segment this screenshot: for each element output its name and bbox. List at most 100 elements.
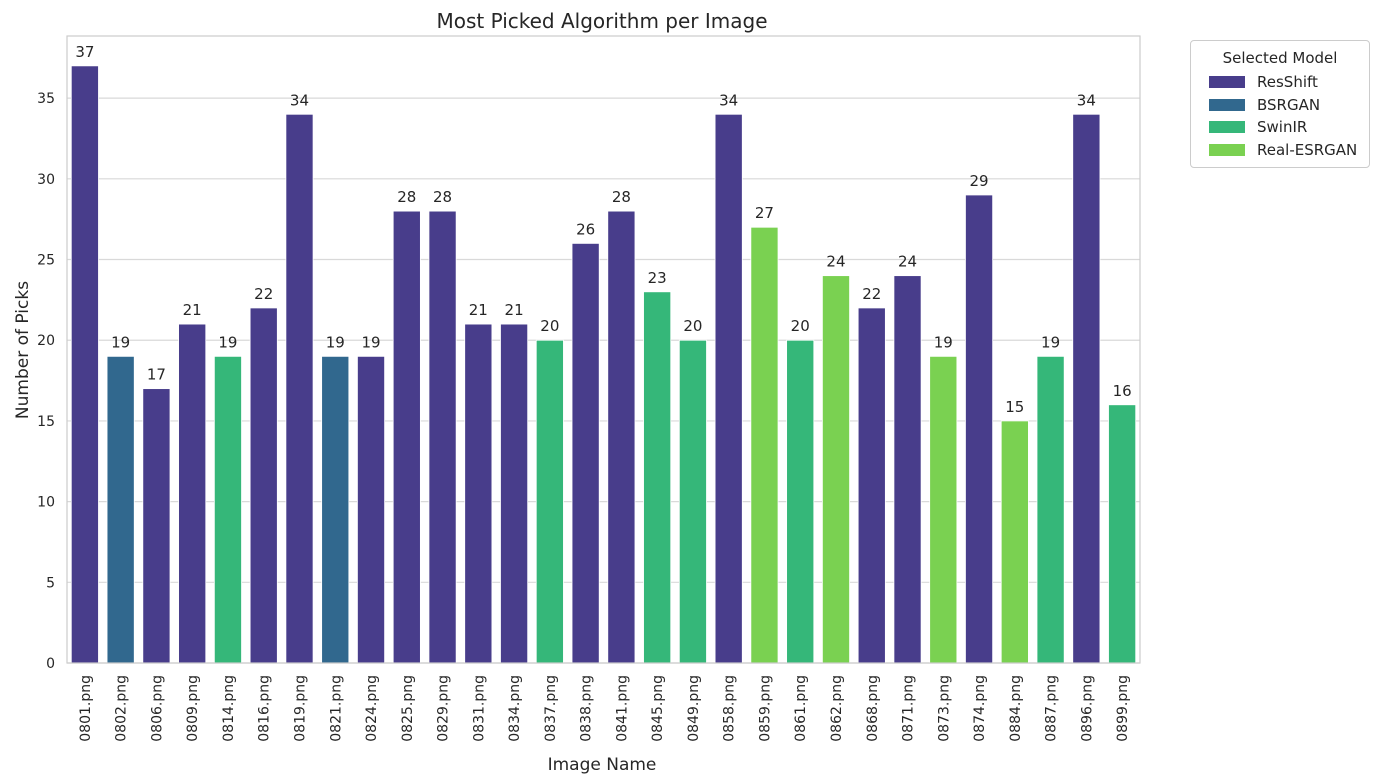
x-tick-label: 0871.png xyxy=(901,675,917,742)
data-labels: 37 19 17 21 19 22 34 19 19 28 28 21 21 20 26 28 23 20 34 27… xyxy=(75,43,1131,416)
bar xyxy=(786,339,815,664)
x-tick-label: 0801.png xyxy=(78,675,94,742)
data-label: 34 xyxy=(719,91,738,109)
legend-swatch xyxy=(1209,121,1245,134)
y-tick-label: 5 xyxy=(46,575,55,591)
x-tick-label: 0884.png xyxy=(1008,675,1024,742)
x-tick-label: 0825.png xyxy=(400,675,416,742)
legend-label: ResShift xyxy=(1257,73,1318,92)
x-tick-label: 0887.png xyxy=(1044,675,1060,742)
legend-label: SwinIR xyxy=(1257,118,1308,137)
x-tick-label: 0829.png xyxy=(436,675,452,742)
y-tick-label: 15 xyxy=(37,414,55,430)
bar xyxy=(893,275,922,664)
data-label: 19 xyxy=(934,333,953,351)
bar xyxy=(821,275,850,664)
bar xyxy=(535,339,564,664)
x-tick-label: 0806.png xyxy=(149,675,165,742)
y-axis-label: Number of Picks xyxy=(13,281,33,419)
bar xyxy=(571,242,600,664)
x-axis-ticks: 0801.png 0802.png 0806.png 0809.png 0814.png… xyxy=(78,675,1131,742)
bar xyxy=(321,355,350,664)
plot-frame xyxy=(66,35,1141,664)
bar xyxy=(1036,355,1065,664)
x-tick-label: 0831.png xyxy=(471,675,487,742)
legend-item: BSRGAN xyxy=(1191,94,1369,117)
x-tick-label: 0837.png xyxy=(543,675,559,742)
legend-label: BSRGAN xyxy=(1257,95,1321,114)
y-tick-label: 25 xyxy=(37,253,55,269)
legend-item: ResShift xyxy=(1191,71,1369,94)
x-tick-label: 0899.png xyxy=(1115,675,1131,742)
data-label: 22 xyxy=(862,285,881,303)
legend-item: Real-ESRGAN xyxy=(1191,139,1369,162)
data-label: 20 xyxy=(791,317,810,335)
bar xyxy=(142,388,171,664)
bar xyxy=(357,355,386,664)
bar xyxy=(70,65,99,664)
data-label: 28 xyxy=(612,188,631,206)
bar xyxy=(500,323,529,664)
bar xyxy=(607,210,636,664)
legend-label: Real-ESRGAN xyxy=(1257,140,1358,159)
x-tick-label: 0814.png xyxy=(221,675,237,742)
x-tick-label: 0802.png xyxy=(114,675,130,742)
y-gridlines xyxy=(67,97,1140,664)
x-tick-label: 0841.png xyxy=(614,675,630,742)
bar xyxy=(285,113,314,664)
data-label: 19 xyxy=(1041,333,1060,351)
data-label: 26 xyxy=(576,220,595,238)
bar xyxy=(643,291,672,664)
bar xyxy=(929,355,958,664)
data-label: 19 xyxy=(218,333,237,351)
x-tick-label: 0838.png xyxy=(579,675,595,742)
x-tick-label: 0819.png xyxy=(292,675,308,742)
x-tick-label: 0834.png xyxy=(507,675,523,742)
y-tick-label: 30 xyxy=(37,172,55,188)
chart-title: Most Picked Algorithm per Image xyxy=(436,9,767,33)
bar xyxy=(249,307,278,664)
y-axis-ticks: 0 5 10 15 20 25 30 35 xyxy=(37,91,55,672)
bar xyxy=(464,323,493,664)
y-tick-label: 0 xyxy=(46,656,55,672)
data-label: 22 xyxy=(254,285,273,303)
x-tick-label: 0868.png xyxy=(865,675,881,742)
data-label: 28 xyxy=(433,188,452,206)
x-tick-label: 0816.png xyxy=(257,675,273,742)
legend-swatch xyxy=(1209,143,1245,156)
x-tick-label: 0858.png xyxy=(722,675,738,742)
y-tick-label: 35 xyxy=(37,91,55,107)
data-label: 21 xyxy=(469,301,488,319)
data-label: 27 xyxy=(755,204,774,222)
data-label: 21 xyxy=(505,301,524,319)
data-label: 28 xyxy=(397,188,416,206)
x-tick-label: 0849.png xyxy=(686,675,702,742)
bar xyxy=(714,113,743,664)
x-tick-label: 0896.png xyxy=(1079,675,1095,742)
x-tick-label: 0873.png xyxy=(936,675,952,742)
x-tick-label: 0874.png xyxy=(972,675,988,742)
bar xyxy=(1072,113,1101,664)
y-tick-label: 10 xyxy=(37,495,55,511)
legend-title: Selected Model xyxy=(1222,49,1338,67)
data-label: 16 xyxy=(1113,382,1132,400)
bar xyxy=(1108,404,1137,664)
x-axis-label: Image Name xyxy=(548,755,657,775)
bar xyxy=(1000,420,1029,664)
bar xyxy=(857,307,886,664)
data-label: 17 xyxy=(147,366,166,384)
data-label: 34 xyxy=(290,91,309,109)
data-label: 19 xyxy=(111,333,130,351)
data-label: 20 xyxy=(540,317,559,335)
data-label: 20 xyxy=(683,317,702,335)
data-label: 37 xyxy=(75,43,94,61)
y-tick-label: 20 xyxy=(37,333,55,349)
data-label: 34 xyxy=(1077,91,1096,109)
x-tick-label: 0809.png xyxy=(185,675,201,742)
x-tick-label: 0821.png xyxy=(328,675,344,742)
x-tick-label: 0845.png xyxy=(650,675,666,742)
legend-swatch xyxy=(1209,98,1245,111)
bar xyxy=(965,194,994,664)
bar xyxy=(213,355,242,664)
